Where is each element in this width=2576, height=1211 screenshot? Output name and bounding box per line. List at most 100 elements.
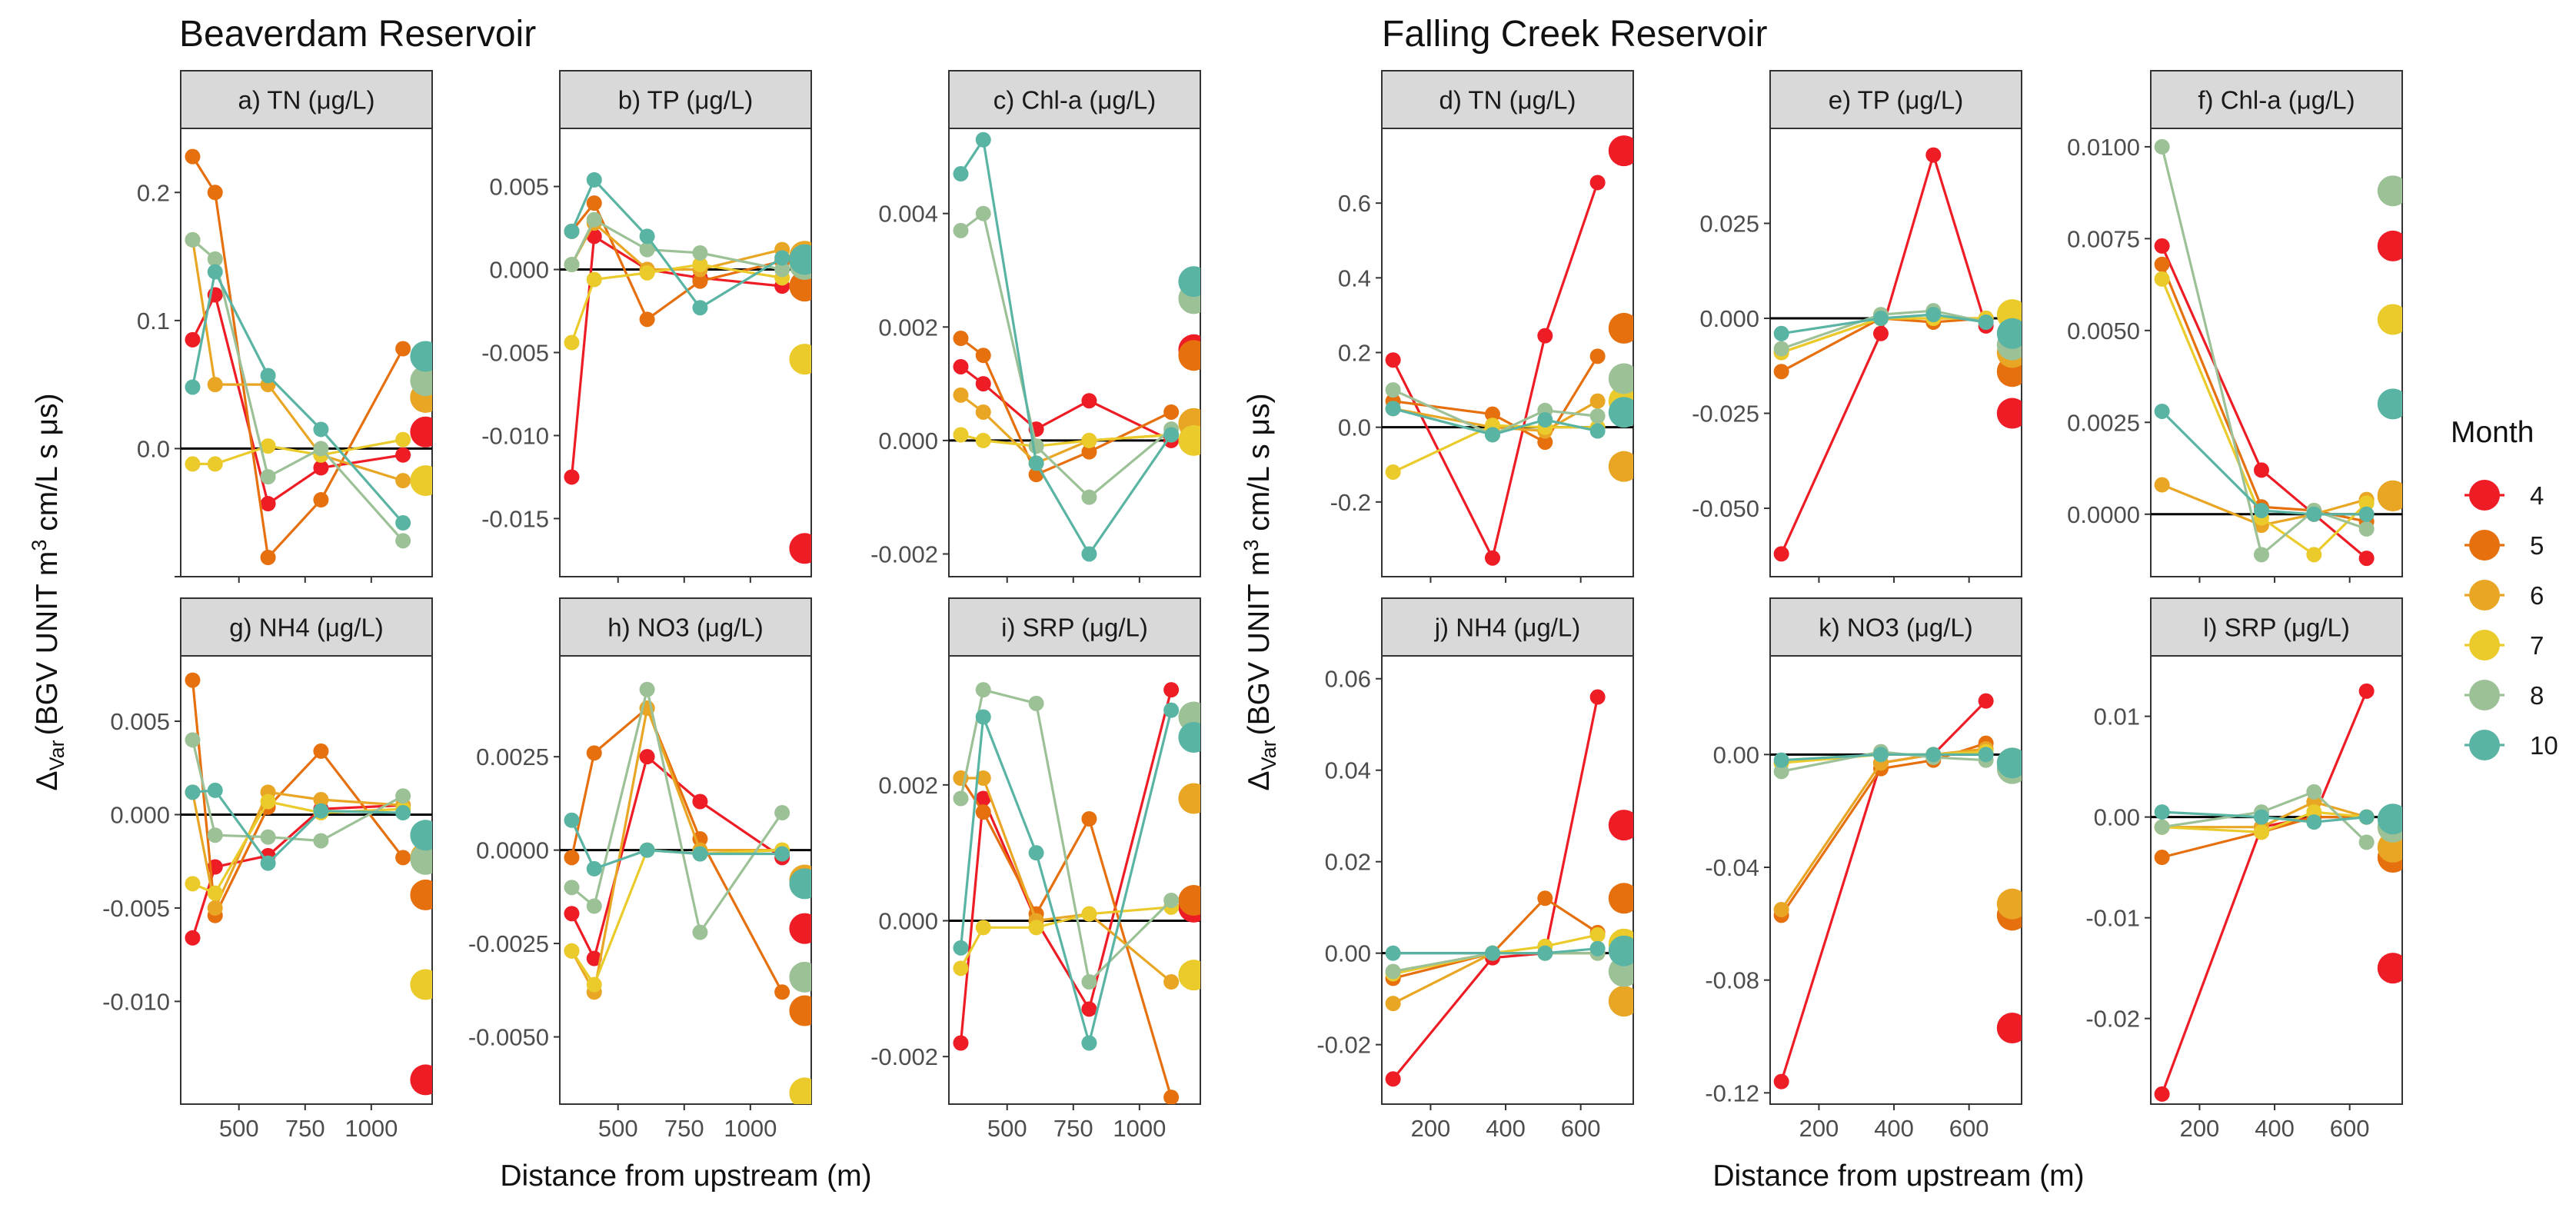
- data-point-month-5: [1484, 406, 1500, 422]
- series-line-month-10: [1781, 313, 1986, 335]
- data-point-month-7: [2154, 271, 2170, 287]
- data-point-month-10: [2306, 814, 2322, 830]
- summary-point-month-4: [789, 533, 811, 564]
- summary-point-month-4: [789, 913, 811, 944]
- y-tick-label: 0.00: [2094, 804, 2140, 831]
- series-line-month-8: [2162, 790, 2368, 843]
- summary-point-month-6: [1996, 888, 2022, 920]
- data-point-month-4: [1537, 328, 1553, 344]
- data-point-month-4: [1925, 147, 1942, 163]
- x-tick-label: 400: [1874, 1115, 1914, 1142]
- series-layer: [185, 672, 432, 1096]
- data-point-month-10: [953, 166, 969, 182]
- data-point-month-8: [564, 257, 580, 273]
- data-point-month-8: [2253, 547, 2269, 563]
- data-point-month-5: [260, 550, 276, 566]
- data-point-month-10: [1925, 747, 1942, 763]
- data-point-month-7: [1589, 927, 1606, 943]
- legend-items: 4 5 6 7 8 10: [2465, 480, 2558, 760]
- panel-l-srp-g-l: l) SRP (μg/L) -0.02 -0.01 0.00 0.01 200 400 600: [2085, 597, 2403, 1142]
- data-point-month-6: [207, 900, 223, 916]
- data-point-month-4: [1589, 175, 1606, 191]
- series-layer: [1773, 147, 2022, 562]
- y-axis-label-falling-creek: ΔVar (BGV UNIT m3 cm/L s μs): [1240, 394, 1280, 791]
- data-point-month-5: [586, 745, 602, 761]
- series-layer: [2154, 683, 2402, 1102]
- y-tick-label: -0.0025: [468, 930, 549, 957]
- panel-d-tn-g-l: d) TN (μg/L) -0.2 0.0 0.2 0.4 0.6: [1330, 70, 1634, 583]
- panel-title: k) NO3 (μg/L): [1819, 614, 1973, 642]
- data-point-month-6: [1589, 393, 1606, 409]
- data-point-month-5: [1589, 348, 1606, 364]
- series-layer: [1385, 689, 1633, 1087]
- data-point-month-5: [1537, 890, 1553, 907]
- data-point-month-8: [975, 205, 991, 221]
- data-point-month-10: [1028, 455, 1044, 471]
- x-tick-label: 500: [987, 1115, 1027, 1142]
- data-point-month-8: [2154, 138, 2170, 155]
- panel-title: d) TN (μg/L): [1439, 86, 1576, 115]
- summary-point-month-8: [410, 843, 432, 875]
- data-point-month-4: [1484, 550, 1500, 566]
- y-tick-label: -0.002: [870, 1043, 938, 1070]
- y-tick-label: -0.0050: [468, 1024, 549, 1051]
- data-point-month-5: [2154, 256, 2170, 272]
- data-point-month-5: [395, 341, 411, 357]
- x-axis-label-beaverdam: Distance from upstream (m): [500, 1159, 871, 1193]
- data-point-month-4: [1385, 352, 1401, 368]
- x-tick-label: 600: [1949, 1115, 1989, 1142]
- y-axis-label-superscript: 3: [28, 540, 51, 551]
- y-tick-label: -0.050: [1692, 495, 1759, 522]
- y-axis-label-beaverdam: ΔVar (BGV UNIT m3 cm/L s μs): [28, 394, 68, 791]
- summary-point-month-4: [410, 1064, 432, 1096]
- y-axis-label-rest: cm/L s μs): [1243, 394, 1276, 540]
- panel-strip: [1381, 70, 1634, 129]
- data-point-month-5: [185, 672, 201, 688]
- y-axis-label-superscript: 3: [1240, 540, 1263, 551]
- data-point-month-4: [2154, 1086, 2170, 1102]
- series-line-month-8: [1392, 388, 1598, 437]
- data-point-month-7: [2253, 824, 2269, 840]
- panel-strip: [2150, 597, 2403, 657]
- series-line-month-6: [1780, 747, 1986, 910]
- data-point-month-8: [774, 805, 790, 821]
- series-line-month-4: [1780, 151, 1988, 555]
- summary-point-month-10: [2377, 803, 2402, 835]
- data-point-month-4: [692, 793, 708, 810]
- data-point-month-8: [1028, 438, 1044, 454]
- y-tick-label: 0.000: [110, 801, 170, 828]
- legend-label: 10: [2530, 731, 2558, 760]
- summary-point-month-8: [1608, 363, 1633, 394]
- data-point-month-8: [639, 681, 655, 697]
- series-layer: [564, 681, 811, 1104]
- group-title-falling-creek: Falling Creek Reservoir: [1382, 14, 1768, 55]
- panel-title: b) TP (μg/L): [618, 86, 754, 115]
- data-point-month-7: [1081, 906, 1097, 922]
- y-axis-label-rest: cm/L s μs): [31, 394, 64, 540]
- data-point-month-8: [2358, 521, 2375, 537]
- data-point-month-10: [975, 131, 991, 148]
- plot-area: [1769, 128, 2022, 577]
- data-point-month-8: [774, 261, 790, 278]
- data-point-month-6: [1385, 996, 1401, 1012]
- series-line-month-4: [1392, 697, 1599, 1080]
- summary-point-month-10: [789, 868, 811, 900]
- data-point-month-7: [564, 334, 580, 351]
- y-tick-label: 0.00: [1325, 940, 1371, 967]
- series-line-month-5: [1393, 897, 1599, 980]
- panel-g-nh4-g-l: g) NH4 (μg/L) -0.010 -0.005 0.000 0.005 500 75…: [102, 597, 433, 1142]
- data-point-month-5: [313, 492, 329, 508]
- svg-text:ΔVar(BGV UNIT m3 cm/L s μs): ΔVar (BGV UNIT m3 cm/L s μs): [28, 394, 68, 791]
- summary-point-month-7: [789, 1077, 811, 1104]
- panel-title: a) TN (μg/L): [238, 86, 375, 115]
- data-point-month-8: [2358, 834, 2375, 850]
- summary-point-month-6: [1608, 986, 1633, 1017]
- panel-strip: [948, 597, 1201, 657]
- panel-h-no3-g-l: h) NO3 (μg/L) -0.0050 -0.0025 0.0000 0.0025 5…: [468, 597, 812, 1142]
- summary-point-month-7: [789, 344, 811, 375]
- y-axis-label-symbol: Δ: [1243, 770, 1276, 790]
- y-tick-label: 0.04: [1325, 757, 1371, 784]
- data-point-month-10: [395, 515, 411, 531]
- data-point-month-8: [692, 924, 708, 940]
- summary-point-month-6: [2377, 480, 2402, 511]
